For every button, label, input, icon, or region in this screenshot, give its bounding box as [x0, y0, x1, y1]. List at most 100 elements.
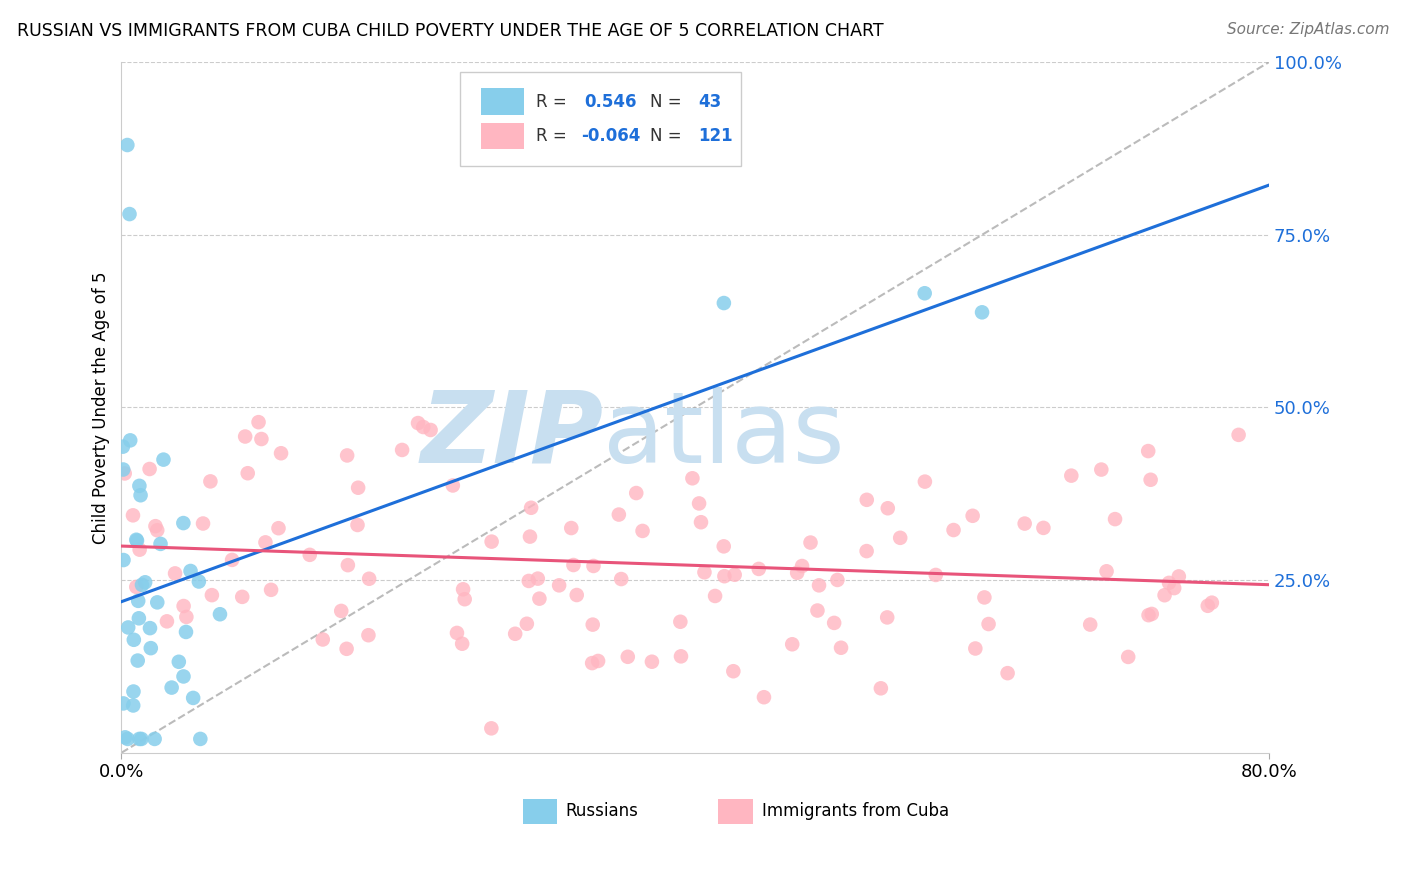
Text: 43: 43 [699, 93, 721, 111]
Text: N =: N = [651, 127, 682, 145]
Point [786, 566, 808, 580]
Point [942, 523, 965, 537]
Point [208, 607, 231, 622]
Point [145, 519, 167, 533]
Point [610, 572, 633, 586]
Point [187, 574, 209, 589]
Point [127, 594, 149, 608]
Bar [481, 88, 524, 115]
Point [529, 591, 551, 606]
Point [172, 516, 194, 530]
Point [139, 621, 162, 635]
Point [723, 664, 745, 678]
Point [503, 627, 526, 641]
Point [188, 731, 211, 746]
Point [176, 610, 198, 624]
Point [180, 564, 202, 578]
Point [451, 637, 474, 651]
Point [454, 592, 477, 607]
Point [669, 615, 692, 629]
Point [250, 432, 273, 446]
Point [565, 588, 588, 602]
Point [780, 637, 803, 651]
Point [1104, 512, 1126, 526]
Point [346, 518, 368, 533]
Bar [523, 799, 558, 824]
Point [790, 559, 813, 574]
Point [914, 475, 936, 489]
Point [359, 572, 381, 586]
Point [125, 580, 148, 594]
Point [131, 731, 153, 746]
Point [419, 423, 441, 437]
Point [336, 558, 359, 573]
Bar [481, 123, 524, 149]
Point [1227, 428, 1250, 442]
Point [581, 656, 603, 670]
Point [1032, 521, 1054, 535]
Point [617, 649, 640, 664]
Point [149, 537, 172, 551]
Point [1163, 581, 1185, 595]
Point [1201, 596, 1223, 610]
Point [1090, 462, 1112, 476]
Point [200, 475, 222, 489]
Point [1014, 516, 1036, 531]
Point [330, 604, 353, 618]
Point [260, 582, 283, 597]
Point [607, 508, 630, 522]
Point [406, 416, 429, 430]
Text: atlas: atlas [603, 386, 845, 483]
Point [713, 569, 735, 583]
Point [681, 471, 703, 485]
Point [236, 467, 259, 481]
Point [1140, 607, 1163, 621]
FancyBboxPatch shape [460, 72, 741, 166]
Point [336, 641, 359, 656]
Point [357, 628, 380, 642]
Point [713, 296, 735, 310]
Point [965, 641, 987, 656]
Text: RUSSIAN VS IMMIGRANTS FROM CUBA CHILD POVERTY UNDER THE AGE OF 5 CORRELATION CHA: RUSSIAN VS IMMIGRANTS FROM CUBA CHILD PO… [17, 22, 883, 40]
Point [973, 591, 995, 605]
Point [914, 286, 936, 301]
Point [481, 534, 503, 549]
Text: Russians: Russians [565, 803, 638, 821]
Point [479, 722, 502, 736]
Point [129, 488, 152, 502]
Point [1116, 649, 1139, 664]
Point [1095, 564, 1118, 578]
Point [560, 521, 582, 535]
Point [174, 624, 197, 639]
Point [173, 599, 195, 613]
Point [855, 492, 877, 507]
Point [128, 611, 150, 625]
Text: 0.546: 0.546 [583, 93, 637, 111]
Text: Source: ZipAtlas.com: Source: ZipAtlas.com [1226, 22, 1389, 37]
Point [1139, 473, 1161, 487]
Point [997, 666, 1019, 681]
Point [688, 496, 710, 510]
Text: Immigrants from Cuba: Immigrants from Cuba [762, 803, 949, 821]
Text: R =: R = [536, 93, 567, 111]
Text: R =: R = [536, 127, 567, 145]
Point [152, 452, 174, 467]
Point [830, 640, 852, 655]
Point [519, 530, 541, 544]
Point [112, 462, 135, 476]
Point [669, 649, 692, 664]
Point [134, 575, 156, 590]
Point [799, 535, 821, 549]
Point [806, 603, 828, 617]
Point [125, 533, 148, 548]
Point [586, 654, 609, 668]
Point [254, 535, 277, 549]
Point [1060, 468, 1083, 483]
Point [823, 615, 845, 630]
Point [111, 440, 134, 454]
Text: ZIP: ZIP [420, 386, 603, 483]
Point [827, 573, 849, 587]
Point [962, 508, 984, 523]
Point [122, 698, 145, 713]
Point [131, 578, 153, 592]
